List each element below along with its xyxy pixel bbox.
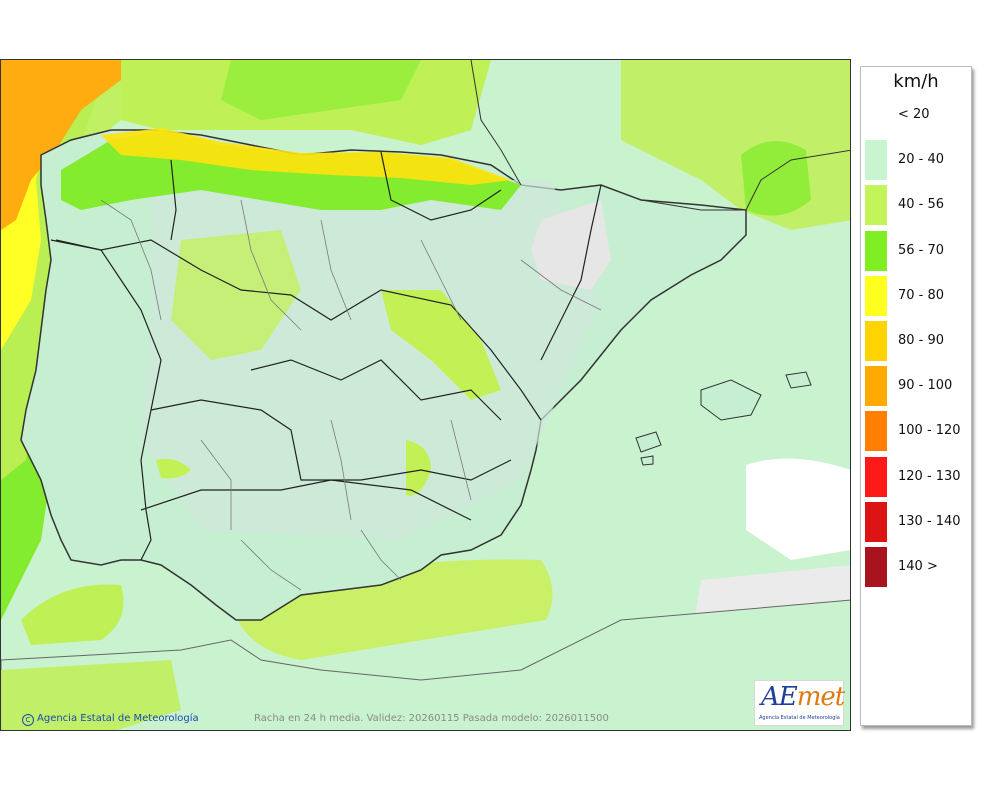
legend-swatch: [865, 275, 887, 316]
portugal-border: [50, 239, 162, 561]
legend-swatch: [865, 501, 887, 542]
legend-item: 56 - 70: [865, 230, 969, 271]
med-green-patch: [741, 141, 811, 216]
logo-wordmark: AEmet: [761, 682, 845, 712]
legend-label: 130 - 140: [898, 513, 961, 529]
wind-gust-map: [0, 59, 851, 731]
island-menorca: [785, 371, 812, 389]
legend-label: 56 - 70: [898, 242, 945, 258]
legend-item: < 20: [865, 95, 969, 135]
agency-credit: C Agencia Estatal de Meteorología: [22, 713, 199, 726]
legend-swatch: [865, 95, 887, 135]
legend-item: 90 - 100: [865, 366, 969, 407]
legend-label: < 20: [898, 107, 930, 122]
pyrenees-calm: [531, 200, 611, 290]
cadiz-zone: [21, 584, 124, 645]
aemet-logo: AEmet Agencia Estatal de Meteorología: [754, 680, 845, 726]
legend-label: 120 - 130: [898, 468, 961, 484]
legend-swatch: [865, 366, 887, 407]
cantabrian-yellow-band: [101, 128, 511, 185]
wind-legend: km/h < 20 20 - 40 40 - 56 56 - 70 70 - 80 80 …: [860, 66, 972, 726]
atlantic-orange-patch: [1, 60, 151, 230]
island-ibiza: [635, 431, 662, 453]
legend-item: 40 - 56: [865, 185, 969, 226]
west-patch: [156, 458, 191, 479]
france-coast: [470, 60, 850, 211]
med-calm-area: [746, 458, 850, 560]
map-canvas: [1, 60, 850, 730]
province-borders: [100, 199, 602, 591]
duero-patch: [171, 230, 301, 360]
legend-swatch: [865, 456, 887, 497]
legend-swatch: [865, 140, 887, 181]
legend-swatch: [865, 185, 887, 226]
mancha-patch: [406, 440, 431, 496]
north-africa-land: [1, 599, 850, 730]
legend-label: 140 >: [898, 559, 938, 574]
island-formentera: [640, 455, 654, 466]
legend-item: 130 - 140: [865, 501, 969, 542]
agency-credit-text: Agencia Estatal de Meteorología: [37, 713, 199, 724]
validity-caption: Racha en 24 h media. Validez: 20260115 P…: [254, 713, 609, 724]
island-mallorca: [700, 379, 762, 421]
legend-swatch: [865, 230, 887, 271]
africa-green-zone: [1, 660, 181, 730]
legend-swatch: [865, 411, 887, 452]
legend-swatch: [865, 547, 887, 587]
logo-subtitle: Agencia Estatal de Meteorología: [759, 715, 840, 721]
legend-item: 20 - 40: [865, 140, 969, 181]
legend-item: 70 - 80: [865, 275, 969, 316]
region-borders: [55, 151, 602, 521]
legend-item: 120 - 130: [865, 456, 969, 497]
legend-label: 90 - 100: [898, 378, 953, 394]
legend-label: 70 - 80: [898, 287, 945, 303]
ebro-patch: [381, 290, 501, 400]
legend-label: 100 - 120: [898, 423, 961, 439]
legend-item: 80 - 90: [865, 321, 969, 361]
terrain-shade: [141, 180, 601, 540]
legend-swatch: [865, 321, 887, 361]
legend-label: 20 - 40: [898, 152, 945, 168]
legend-unit: km/h: [893, 71, 939, 92]
legend-item: 140 >: [865, 547, 969, 587]
legend-item: 100 - 120: [865, 411, 969, 452]
legend-label: 80 - 90: [898, 333, 945, 348]
biscay-strong-zone: [221, 60, 421, 120]
legend-label: 40 - 56: [898, 197, 945, 213]
copyright-icon: C: [22, 714, 34, 726]
